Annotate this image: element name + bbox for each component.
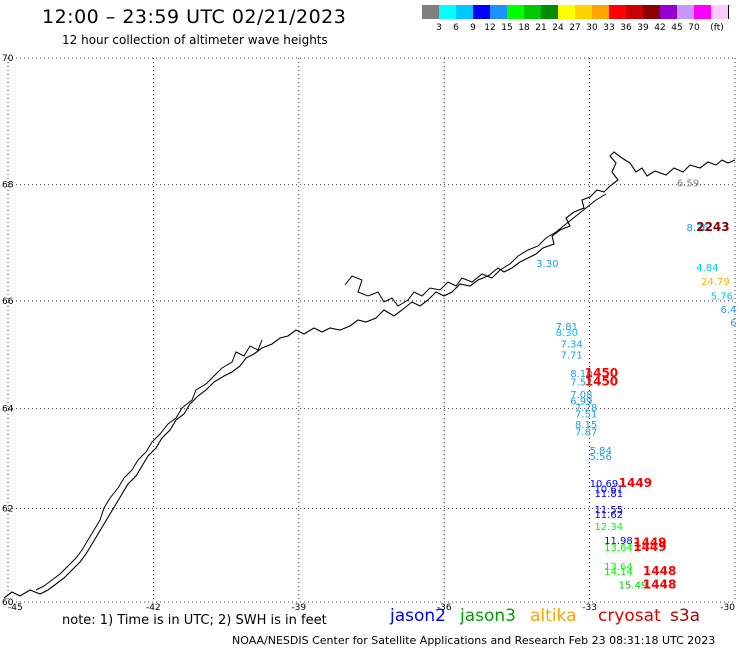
color-scale-tick: 12	[484, 23, 496, 33]
color-scale-tick: 9	[470, 23, 476, 33]
satellite-legend-cryosat: cryosat	[598, 606, 661, 626]
wave-height-label: 6.99	[570, 397, 592, 408]
wave-height-label: 14.14	[604, 567, 633, 578]
wave-height-label: 3.30	[536, 259, 558, 270]
wave-height-label: 15.49	[619, 580, 648, 591]
wave-height-label: 7.71	[561, 350, 583, 361]
satellite-legend-jason3: jason3	[460, 606, 516, 626]
coastline-path	[3, 151, 736, 599]
wave-height-label: 11.81	[594, 489, 623, 500]
wave-height-label: 11.98	[604, 536, 633, 547]
credit-line: NOAA/NESDIS Center for Satellite Applica…	[232, 634, 716, 647]
wave-height-label: 7.34	[561, 340, 583, 351]
wave-height-label: 1449	[633, 536, 666, 550]
longitude-label: -42	[146, 603, 161, 613]
color-scale-tick: 24	[552, 23, 564, 33]
fjord-detail-east	[344, 193, 607, 307]
latitude-label: 60	[2, 598, 14, 608]
wave-height-label: 24.79	[701, 277, 730, 288]
wave-height-label: 8.30	[556, 328, 578, 339]
color-scale-unit: (ft)	[710, 23, 724, 33]
longitude-label: -30	[720, 603, 735, 613]
wave-height-label: 10.61	[594, 484, 623, 495]
wave-height-label: 12.34	[594, 522, 623, 533]
latitude-label: 62	[2, 504, 13, 514]
wave-height-label: 1448	[643, 577, 676, 591]
color-scale-tick: 21	[535, 23, 547, 33]
wave-height-label: 5.84	[590, 446, 612, 457]
wave-height-label: 13.64	[604, 543, 633, 554]
latitude-label: 64	[2, 404, 14, 414]
wave-height-label: 6	[730, 318, 736, 329]
wave-height-label: 1448	[643, 564, 676, 578]
chart-title: 12:00 – 23:59 UTC 02/21/2023	[42, 6, 347, 28]
color-scale-tick: 36	[620, 23, 632, 33]
wave-height-label: 8.36	[687, 223, 709, 234]
wave-height-label: 7.51	[575, 410, 597, 421]
latitude-label: 66	[2, 297, 14, 307]
wave-height-label: 10.69	[590, 479, 619, 490]
wave-height-label: 11.62	[594, 510, 623, 521]
wave-height-label: 13.64	[604, 562, 633, 573]
wave-height-label: 6.59	[677, 179, 699, 190]
color-scale-tick: 15	[501, 23, 513, 33]
footnote: note: 1) Time is in UTC; 2) SWH is in fe…	[62, 613, 327, 628]
longitude-label: -36	[437, 603, 452, 613]
satellite-legend-altika: altika	[530, 606, 577, 626]
color-scale-tick: 42	[654, 23, 666, 33]
color-scale-tick: 45	[671, 23, 683, 33]
color-scale-tick: 33	[603, 23, 615, 33]
greenland-coastline	[3, 151, 736, 599]
longitude-label: -33	[582, 603, 597, 613]
wave-height-label: 4.84	[696, 263, 718, 274]
color-swatch	[711, 5, 729, 19]
wave-height-label: 7.81	[556, 322, 578, 333]
fjord-detail-southwest	[35, 339, 263, 591]
wave-height-label: 7.08	[570, 390, 592, 401]
wave-height-label: 2243	[696, 220, 729, 234]
wave-height-label: 8.10	[570, 369, 592, 380]
latitude-label: 68	[2, 181, 14, 191]
wave-height-label: 1450	[585, 374, 618, 388]
wave-height-label: 1450	[585, 366, 618, 380]
wave-height-label: 1449	[633, 540, 666, 554]
color-scale-tick: 30	[586, 23, 598, 33]
wave-height-label: 6.4	[720, 305, 736, 316]
wave-height-label: 8.15	[575, 420, 597, 431]
color-scale-tick: 6	[453, 23, 459, 33]
color-scale-tick: 70	[688, 23, 700, 33]
wave-height-label: 1449	[619, 476, 652, 490]
wave-height-label: 7.52	[570, 377, 592, 388]
color-scale-tick: 39	[637, 23, 649, 33]
wave-height-label: 5.76	[711, 291, 733, 302]
wave-height-label: 7.28	[575, 403, 597, 414]
wave-height-label: 7.87	[575, 428, 597, 439]
longitude-label: -45	[8, 603, 23, 613]
longitude-label: -39	[291, 603, 306, 613]
color-scale-tick: 18	[518, 23, 530, 33]
wave-height-label: 11.55	[594, 505, 623, 516]
color-scale-tick: 27	[569, 23, 581, 33]
color-scale-tick: 3	[436, 23, 442, 33]
satellite-legend-s3a: s3a	[670, 606, 701, 626]
chart-subtitle: 12 hour collection of altimeter wave hei…	[62, 33, 328, 47]
satellite-legend-jason2: jason2	[390, 606, 446, 626]
wave-height-label: 5.56	[590, 452, 612, 463]
